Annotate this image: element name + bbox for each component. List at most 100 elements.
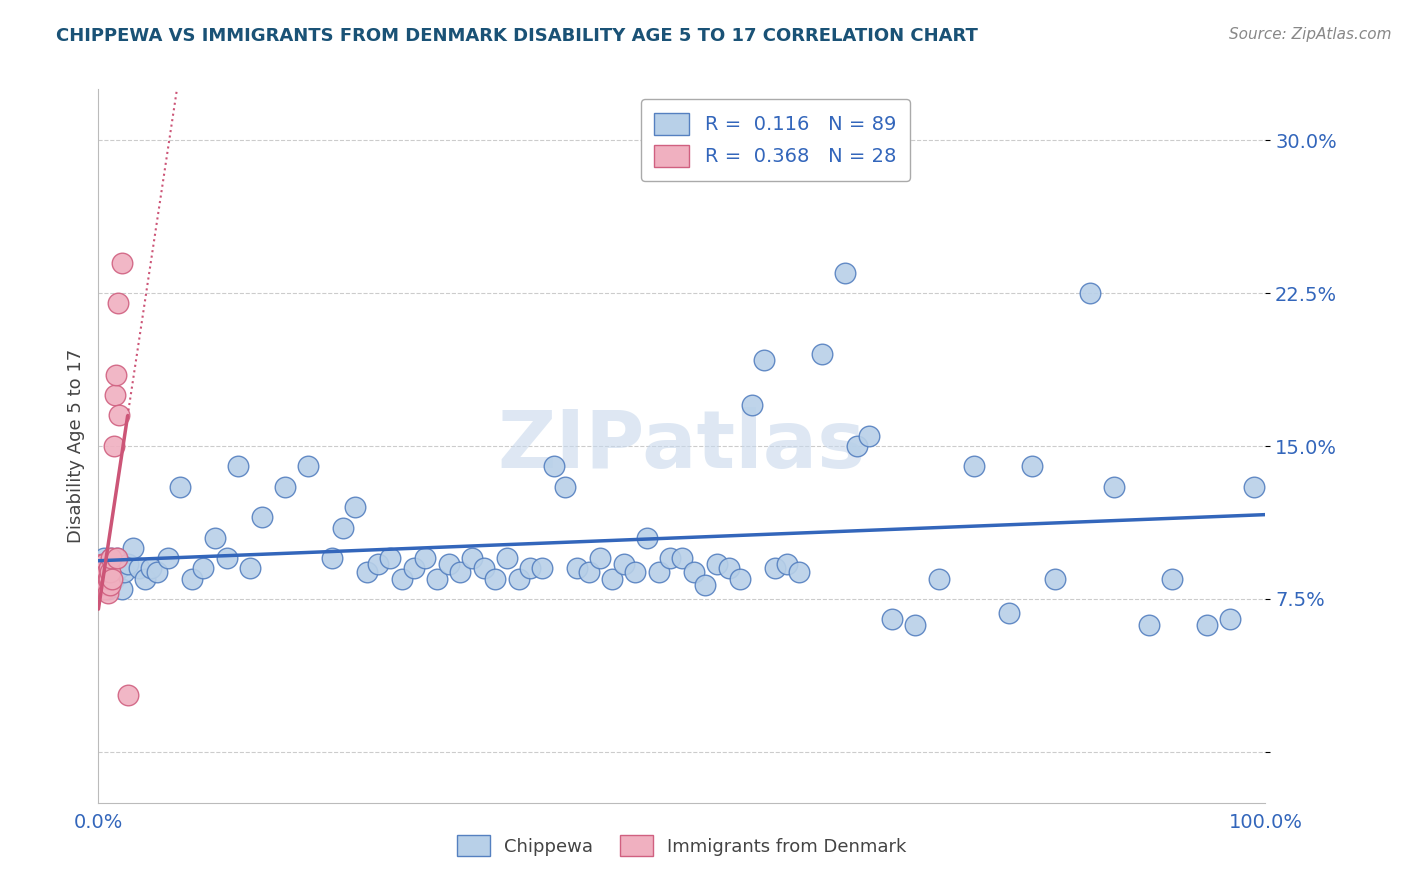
Point	[695, 577, 717, 591]
Point	[834, 266, 856, 280]
Point	[717, 561, 740, 575]
Point	[624, 566, 647, 580]
Point	[321, 551, 343, 566]
Point	[101, 561, 124, 575]
Point	[108, 561, 131, 575]
Text: Source: ZipAtlas.com: Source: ZipAtlas.com	[1229, 27, 1392, 42]
Point	[94, 561, 117, 575]
Point	[104, 368, 127, 382]
Point	[613, 558, 636, 572]
Point	[437, 558, 460, 572]
Point	[519, 561, 541, 575]
Point	[100, 551, 122, 566]
Point	[100, 551, 122, 566]
Point	[94, 572, 117, 586]
Point	[111, 582, 134, 596]
Point	[589, 551, 612, 566]
Point	[93, 551, 115, 566]
Point	[752, 353, 775, 368]
Point	[169, 480, 191, 494]
Point	[530, 561, 553, 575]
Point	[811, 347, 834, 361]
Point	[90, 572, 112, 586]
Point	[193, 561, 215, 575]
Point	[274, 480, 297, 494]
Point	[344, 500, 367, 515]
Point	[1219, 612, 1241, 626]
Legend: Chippewa, Immigrants from Denmark: Chippewa, Immigrants from Denmark	[449, 826, 915, 865]
Point	[228, 459, 250, 474]
Point	[96, 572, 118, 586]
Point	[180, 572, 202, 586]
Point	[997, 606, 1019, 620]
Point	[1080, 286, 1102, 301]
Point	[543, 459, 565, 474]
Point	[90, 577, 112, 591]
Point	[659, 551, 682, 566]
Point	[91, 582, 114, 596]
Point	[250, 510, 273, 524]
Point	[647, 566, 669, 580]
Point	[1045, 572, 1067, 586]
Point	[98, 572, 121, 586]
Point	[93, 572, 115, 586]
Point	[1102, 480, 1125, 494]
Point	[146, 566, 169, 580]
Point	[239, 561, 262, 575]
Point	[1021, 459, 1043, 474]
Point	[741, 398, 763, 412]
Point	[554, 480, 576, 494]
Point	[157, 551, 180, 566]
Point	[98, 577, 121, 591]
Point	[111, 255, 134, 269]
Point	[787, 566, 810, 580]
Point	[578, 566, 600, 580]
Point	[496, 551, 519, 566]
Point	[880, 612, 903, 626]
Point	[600, 572, 623, 586]
Point	[928, 572, 950, 586]
Point	[297, 459, 319, 474]
Point	[91, 566, 114, 580]
Point	[94, 582, 117, 596]
Point	[117, 688, 139, 702]
Point	[215, 551, 238, 566]
Point	[776, 558, 799, 572]
Point	[97, 582, 120, 596]
Point	[112, 566, 135, 580]
Point	[1137, 618, 1160, 632]
Point	[706, 558, 728, 572]
Point	[763, 561, 786, 575]
Point	[636, 531, 658, 545]
Point	[104, 388, 127, 402]
Point	[128, 561, 150, 575]
Point	[426, 572, 449, 586]
Point	[96, 566, 118, 580]
Point	[105, 551, 128, 566]
Point	[1161, 572, 1184, 586]
Point	[139, 561, 162, 575]
Point	[122, 541, 145, 555]
Point	[104, 561, 127, 575]
Point	[204, 531, 226, 545]
Point	[117, 558, 139, 572]
Text: CHIPPEWA VS IMMIGRANTS FROM DENMARK DISABILITY AGE 5 TO 17 CORRELATION CHART: CHIPPEWA VS IMMIGRANTS FROM DENMARK DISA…	[56, 27, 979, 45]
Point	[682, 566, 704, 580]
Point	[846, 439, 869, 453]
Point	[105, 551, 128, 566]
Point	[508, 572, 530, 586]
Point	[565, 561, 588, 575]
Point	[98, 566, 121, 580]
Point	[402, 561, 425, 575]
Point	[730, 572, 752, 586]
Point	[134, 572, 156, 586]
Point	[97, 561, 120, 575]
Point	[97, 572, 120, 586]
Point	[90, 558, 112, 572]
Point	[107, 296, 129, 310]
Point	[332, 520, 354, 534]
Point	[391, 572, 413, 586]
Point	[1195, 618, 1218, 632]
Point	[461, 551, 484, 566]
Y-axis label: Disability Age 5 to 17: Disability Age 5 to 17	[66, 349, 84, 543]
